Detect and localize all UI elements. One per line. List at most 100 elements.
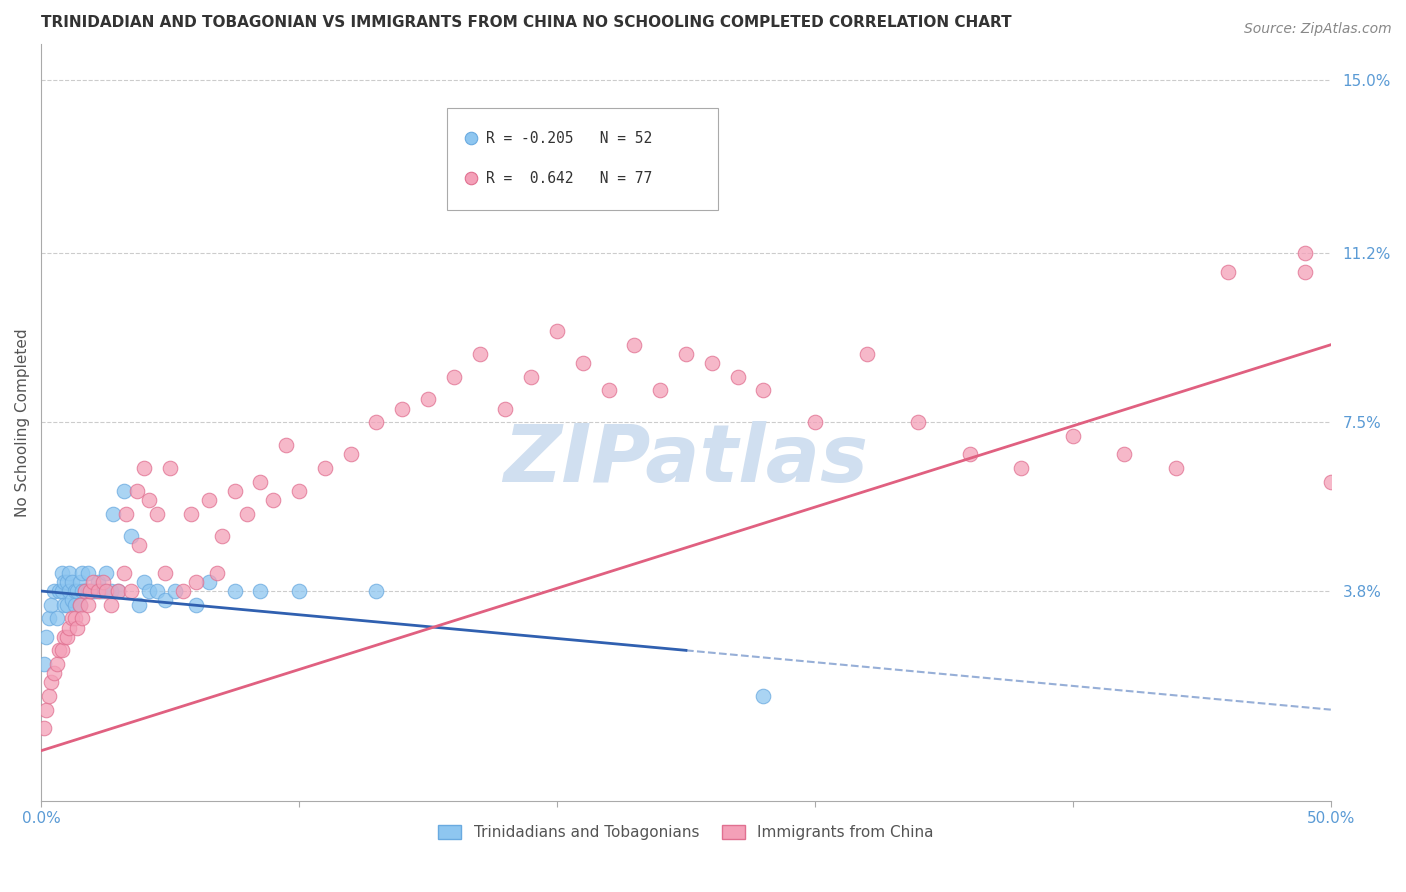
Point: [468, 347, 491, 361]
Point: [38, 611, 60, 625]
Point: [56, 574, 79, 589]
Point: [1010, 461, 1032, 475]
Point: [58, 566, 80, 580]
Point: [249, 475, 271, 489]
Point: [66, 584, 89, 599]
Point: [959, 447, 981, 461]
Point: [262, 492, 284, 507]
Point: [89, 584, 111, 599]
Point: [76, 598, 98, 612]
Point: [197, 492, 219, 507]
Point: [42, 666, 65, 681]
Point: [623, 337, 645, 351]
Point: [288, 483, 311, 498]
Point: [60, 574, 83, 589]
Point: [1294, 265, 1316, 279]
Point: [60, 611, 83, 625]
Point: [56, 630, 79, 644]
Point: [249, 584, 271, 599]
Point: [53, 630, 76, 644]
Point: [63, 584, 86, 599]
Point: [159, 461, 181, 475]
Text: Source: ZipAtlas.com: Source: ZipAtlas.com: [1244, 22, 1392, 37]
Point: [112, 483, 135, 498]
Point: [48, 584, 70, 599]
Point: [45, 657, 67, 671]
Point: [138, 584, 160, 599]
Point: [45, 611, 67, 625]
Point: [180, 507, 202, 521]
Point: [1164, 461, 1187, 475]
Point: [72, 584, 94, 599]
Point: [91, 574, 114, 589]
Point: [211, 529, 233, 543]
Point: [79, 584, 101, 599]
Point: [73, 584, 96, 599]
Point: [51, 566, 73, 580]
Point: [42, 584, 65, 599]
Point: [494, 401, 516, 416]
Point: [224, 483, 246, 498]
Point: [1216, 265, 1239, 279]
Point: [138, 492, 160, 507]
Point: [115, 507, 138, 521]
Point: [94, 566, 117, 580]
Point: [69, 598, 91, 612]
Point: [598, 384, 620, 398]
Point: [100, 598, 122, 612]
Point: [72, 566, 94, 580]
Point: [184, 598, 207, 612]
Point: [288, 584, 311, 599]
Point: [84, 584, 107, 599]
Point: [572, 356, 595, 370]
Point: [76, 584, 98, 599]
Point: [87, 574, 110, 589]
Point: [172, 584, 194, 599]
Point: [443, 369, 465, 384]
Point: [76, 566, 98, 580]
FancyBboxPatch shape: [447, 108, 718, 211]
Point: [94, 584, 117, 599]
Point: [752, 384, 775, 398]
Point: [366, 584, 388, 599]
Point: [69, 574, 91, 589]
Point: [276, 438, 298, 452]
Point: [60, 593, 83, 607]
Point: [91, 584, 114, 599]
Point: [165, 584, 187, 599]
Point: [38, 689, 60, 703]
Point: [66, 621, 89, 635]
Point: [35, 703, 58, 717]
Point: [855, 347, 877, 361]
Point: [82, 584, 104, 599]
Point: [41, 598, 63, 612]
Point: [391, 401, 413, 416]
Text: R =  0.642   N = 77: R = 0.642 N = 77: [486, 171, 652, 186]
Point: [339, 447, 361, 461]
Point: [48, 643, 70, 657]
Point: [314, 461, 336, 475]
Point: [73, 584, 96, 599]
Point: [416, 392, 439, 407]
Point: [520, 369, 543, 384]
Point: [63, 598, 86, 612]
Point: [205, 566, 228, 580]
Point: [366, 415, 388, 429]
Point: [69, 598, 91, 612]
Point: [120, 584, 142, 599]
Point: [675, 347, 697, 361]
Point: [224, 584, 246, 599]
Point: [1320, 475, 1343, 489]
Point: [32, 657, 55, 671]
Point: [153, 566, 176, 580]
Point: [51, 584, 73, 599]
Point: [1294, 246, 1316, 260]
Point: [100, 584, 122, 599]
Point: [53, 598, 76, 612]
Point: [107, 584, 129, 599]
Point: [650, 384, 672, 398]
Point: [153, 593, 176, 607]
Text: R = -0.205   N = 52: R = -0.205 N = 52: [486, 131, 652, 145]
Point: [53, 574, 76, 589]
Point: [184, 574, 207, 589]
